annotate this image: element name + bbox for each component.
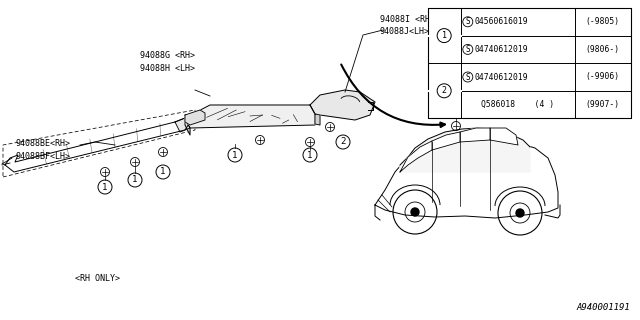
Text: 04740612019: 04740612019 (475, 73, 529, 82)
Polygon shape (400, 128, 530, 172)
Text: 94088G <RH>: 94088G <RH> (140, 52, 195, 60)
Text: 04560616019: 04560616019 (475, 17, 529, 26)
Polygon shape (185, 105, 315, 128)
Text: A940001191: A940001191 (576, 303, 630, 312)
Text: 04740612019: 04740612019 (475, 45, 529, 54)
Text: 94088BE<RH>: 94088BE<RH> (16, 140, 71, 148)
Text: 94088BF<LH>: 94088BF<LH> (16, 152, 71, 161)
Text: 1: 1 (442, 31, 447, 40)
Polygon shape (185, 118, 190, 135)
Text: 94088I <RH>: 94088I <RH> (380, 15, 435, 24)
Polygon shape (185, 110, 205, 125)
Text: <RH ONLY>: <RH ONLY> (75, 274, 120, 283)
Polygon shape (175, 118, 190, 132)
Text: 94088H <LH>: 94088H <LH> (140, 64, 195, 73)
Text: Q586018    (4 ): Q586018 (4 ) (481, 100, 554, 109)
Polygon shape (432, 132, 460, 150)
Text: 1: 1 (102, 182, 108, 191)
Polygon shape (375, 136, 558, 218)
Text: 1: 1 (132, 175, 138, 185)
Text: S: S (465, 73, 470, 82)
Text: S: S (465, 45, 470, 54)
Circle shape (516, 209, 524, 217)
Text: 1: 1 (160, 167, 166, 177)
Text: (9806-): (9806-) (586, 45, 620, 54)
Polygon shape (460, 128, 490, 142)
Polygon shape (400, 141, 432, 172)
Text: 94088J<LH>: 94088J<LH> (380, 27, 430, 36)
Circle shape (411, 208, 419, 216)
Text: S: S (465, 17, 470, 26)
Text: 1: 1 (232, 150, 237, 159)
Text: 2: 2 (340, 138, 346, 147)
Polygon shape (5, 118, 190, 172)
Text: (9907-): (9907-) (586, 100, 620, 109)
Bar (428, 8, 631, 118)
Polygon shape (310, 90, 375, 120)
Text: (-9805): (-9805) (586, 17, 620, 26)
Text: 1: 1 (307, 150, 313, 159)
Polygon shape (315, 114, 320, 125)
Text: (-9906): (-9906) (586, 73, 620, 82)
Text: 2: 2 (442, 86, 447, 95)
Polygon shape (490, 128, 518, 145)
